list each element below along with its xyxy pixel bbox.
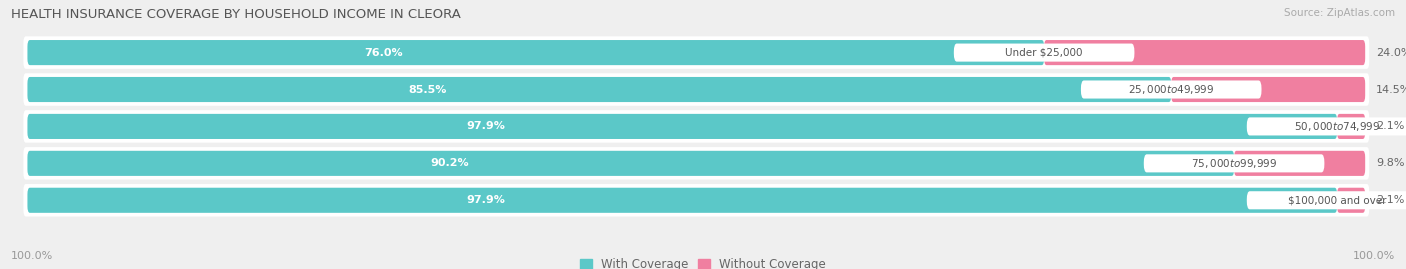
Text: 2.1%: 2.1%: [1376, 121, 1405, 132]
FancyBboxPatch shape: [1171, 77, 1365, 102]
Text: 9.8%: 9.8%: [1376, 158, 1405, 168]
FancyBboxPatch shape: [1247, 191, 1406, 209]
FancyBboxPatch shape: [953, 44, 1135, 62]
FancyBboxPatch shape: [28, 188, 1337, 213]
FancyBboxPatch shape: [28, 151, 1234, 176]
Text: 90.2%: 90.2%: [430, 158, 470, 168]
Text: $100,000 and over: $100,000 and over: [1288, 195, 1386, 205]
FancyBboxPatch shape: [28, 77, 1171, 102]
Text: 100.0%: 100.0%: [11, 251, 53, 261]
Text: 97.9%: 97.9%: [467, 195, 505, 205]
FancyBboxPatch shape: [1144, 154, 1324, 172]
Text: 100.0%: 100.0%: [1353, 251, 1395, 261]
FancyBboxPatch shape: [1247, 117, 1406, 136]
FancyBboxPatch shape: [28, 40, 1045, 65]
Text: 85.5%: 85.5%: [409, 84, 447, 94]
FancyBboxPatch shape: [1337, 188, 1365, 213]
Text: HEALTH INSURANCE COVERAGE BY HOUSEHOLD INCOME IN CLEORA: HEALTH INSURANCE COVERAGE BY HOUSEHOLD I…: [11, 8, 461, 21]
Text: 76.0%: 76.0%: [364, 48, 402, 58]
FancyBboxPatch shape: [1234, 151, 1365, 176]
Text: 14.5%: 14.5%: [1376, 84, 1406, 94]
FancyBboxPatch shape: [1337, 114, 1365, 139]
FancyBboxPatch shape: [1081, 80, 1261, 98]
Text: 2.1%: 2.1%: [1376, 195, 1405, 205]
Text: $50,000 to $74,999: $50,000 to $74,999: [1294, 120, 1381, 133]
Text: Under $25,000: Under $25,000: [1005, 48, 1083, 58]
FancyBboxPatch shape: [24, 73, 1369, 106]
Text: $75,000 to $99,999: $75,000 to $99,999: [1191, 157, 1277, 170]
FancyBboxPatch shape: [24, 184, 1369, 217]
Text: 97.9%: 97.9%: [467, 121, 505, 132]
FancyBboxPatch shape: [24, 36, 1369, 69]
Text: Source: ZipAtlas.com: Source: ZipAtlas.com: [1284, 8, 1395, 18]
Text: $25,000 to $49,999: $25,000 to $49,999: [1128, 83, 1215, 96]
FancyBboxPatch shape: [24, 147, 1369, 180]
FancyBboxPatch shape: [24, 110, 1369, 143]
FancyBboxPatch shape: [28, 114, 1337, 139]
Text: 24.0%: 24.0%: [1376, 48, 1406, 58]
FancyBboxPatch shape: [1045, 40, 1365, 65]
Legend: With Coverage, Without Coverage: With Coverage, Without Coverage: [579, 258, 827, 269]
